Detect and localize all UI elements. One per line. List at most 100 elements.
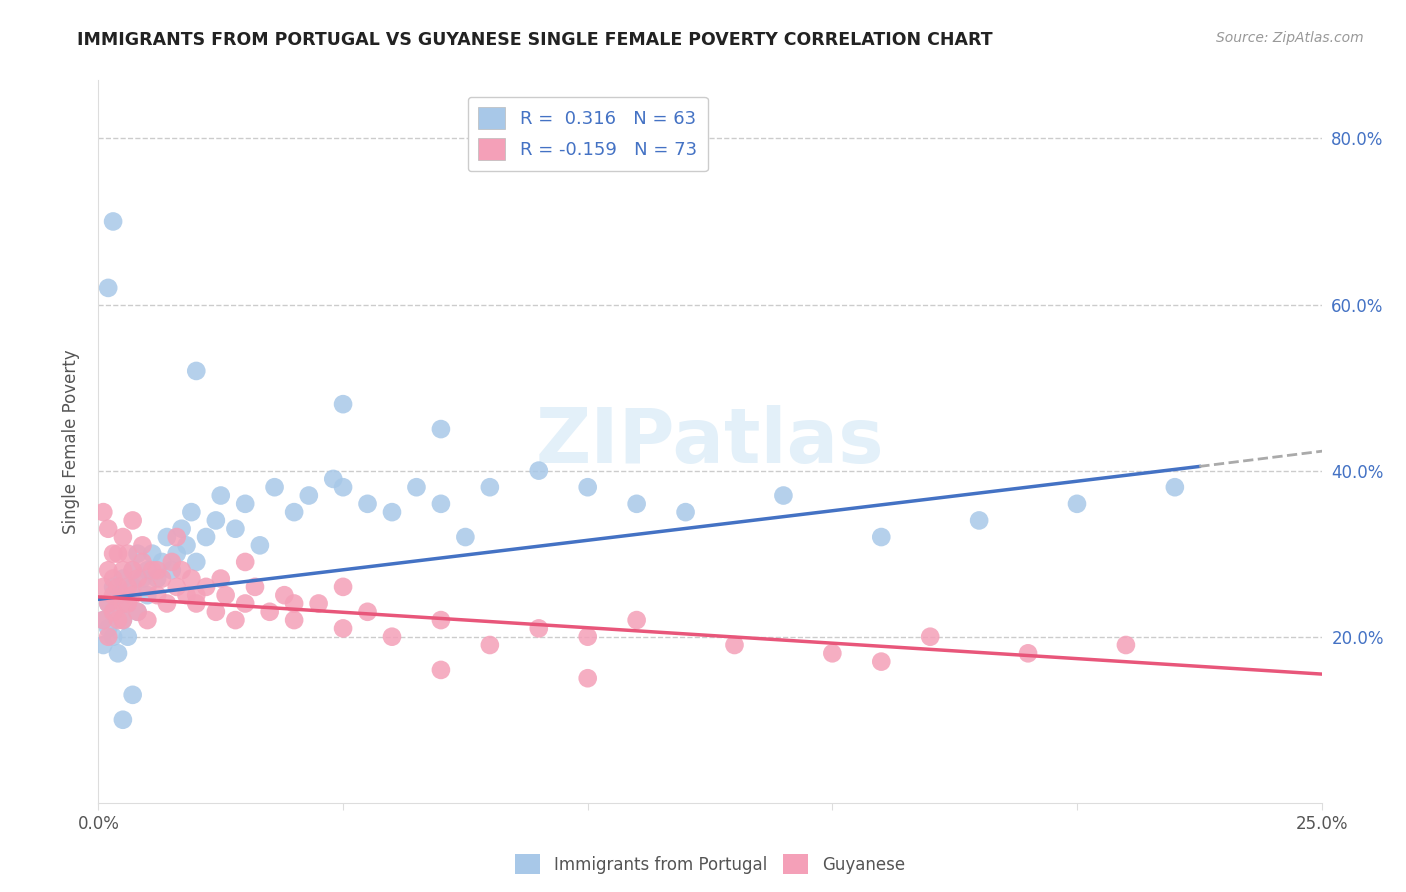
Point: [195, 580, 218, 594]
Point: [186, 597, 208, 611]
Point: [111, 572, 134, 586]
Point: [166, 547, 188, 561]
Point: [332, 480, 354, 494]
Point: [117, 630, 139, 644]
Point: [821, 646, 844, 660]
Point: [430, 613, 453, 627]
Point: [233, 597, 256, 611]
Point: [166, 580, 188, 594]
Point: [136, 588, 159, 602]
Point: [91, 638, 114, 652]
Point: [209, 572, 232, 586]
Point: [121, 588, 143, 602]
Point: [117, 547, 139, 561]
Point: [136, 613, 159, 627]
Point: [243, 580, 266, 594]
Point: [97, 597, 120, 611]
Point: [176, 588, 198, 602]
Point: [121, 513, 143, 527]
Point: [527, 621, 550, 635]
Point: [101, 588, 124, 602]
Point: [356, 605, 378, 619]
Point: [101, 214, 124, 228]
Point: [224, 522, 246, 536]
Point: [308, 597, 330, 611]
Point: [97, 597, 120, 611]
Point: [97, 630, 120, 644]
Point: [626, 613, 648, 627]
Point: [101, 605, 124, 619]
Point: [141, 563, 163, 577]
Point: [101, 630, 124, 644]
Point: [405, 480, 427, 494]
Point: [97, 563, 120, 577]
Point: [180, 505, 202, 519]
Point: [1017, 646, 1039, 660]
Point: [131, 572, 153, 586]
Point: [772, 489, 794, 503]
Point: [870, 530, 893, 544]
Point: [356, 497, 378, 511]
Point: [478, 638, 501, 652]
Point: [430, 422, 453, 436]
Point: [121, 563, 143, 577]
Point: [97, 522, 120, 536]
Point: [127, 605, 149, 619]
Point: [101, 605, 124, 619]
Point: [249, 538, 271, 552]
Point: [150, 572, 173, 586]
Point: [186, 555, 208, 569]
Point: [259, 605, 281, 619]
Point: [1066, 497, 1088, 511]
Point: [205, 513, 228, 527]
Point: [186, 364, 208, 378]
Point: [381, 505, 404, 519]
Point: [117, 597, 139, 611]
Point: [332, 621, 354, 635]
Point: [91, 580, 114, 594]
Point: [91, 505, 114, 519]
Point: [527, 464, 550, 478]
Point: [91, 613, 114, 627]
Point: [107, 588, 129, 602]
Point: [1164, 480, 1187, 494]
Point: [626, 497, 648, 511]
Point: [920, 630, 942, 644]
Point: [214, 588, 236, 602]
Point: [101, 580, 124, 594]
Point: [273, 588, 295, 602]
Point: [111, 613, 134, 627]
Point: [146, 563, 169, 577]
Point: [195, 530, 218, 544]
Point: [1115, 638, 1137, 652]
Point: [121, 580, 143, 594]
Point: [107, 613, 129, 627]
Point: [156, 530, 179, 544]
Point: [136, 563, 159, 577]
Point: [127, 547, 149, 561]
Point: [150, 555, 173, 569]
Point: [156, 597, 179, 611]
Point: [121, 563, 143, 577]
Point: [454, 530, 477, 544]
Point: [107, 646, 129, 660]
Y-axis label: Single Female Poverty: Single Female Poverty: [62, 350, 80, 533]
Point: [121, 688, 143, 702]
Point: [146, 588, 169, 602]
Text: Source: ZipAtlas.com: Source: ZipAtlas.com: [1216, 31, 1364, 45]
Point: [160, 555, 183, 569]
Point: [322, 472, 344, 486]
Point: [160, 563, 183, 577]
Point: [170, 522, 193, 536]
Point: [283, 613, 305, 627]
Point: [107, 547, 129, 561]
Point: [205, 605, 228, 619]
Point: [967, 513, 990, 527]
Point: [180, 572, 202, 586]
Point: [101, 547, 124, 561]
Point: [283, 505, 305, 519]
Legend: Immigrants from Portugal, Guyanese: Immigrants from Portugal, Guyanese: [509, 847, 911, 881]
Point: [127, 572, 149, 586]
Point: [101, 572, 124, 586]
Point: [233, 555, 256, 569]
